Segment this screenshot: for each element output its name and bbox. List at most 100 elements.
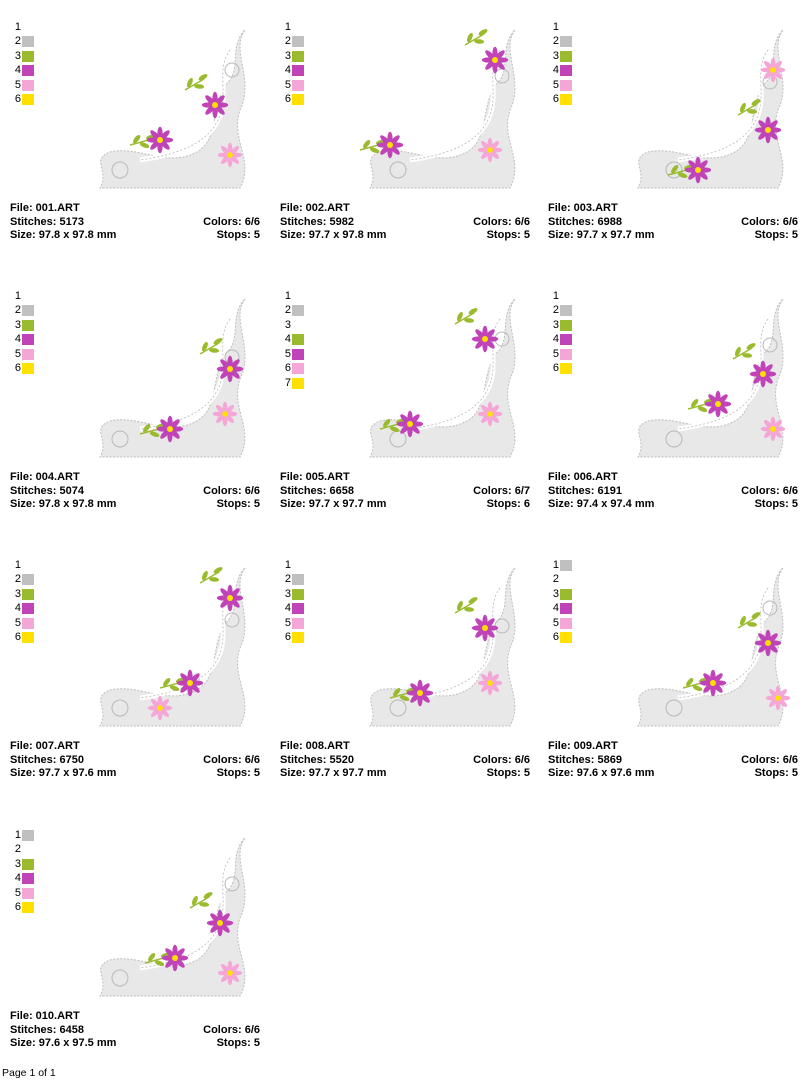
color-swatch (560, 574, 572, 586)
color-count: Colors: 6/6 (203, 1023, 260, 1036)
color-swatch-row: 5 (548, 616, 578, 631)
color-swatch-row: 2 (280, 35, 310, 50)
color-swatch-row: 3 (280, 49, 310, 64)
color-swatch-row: 4 (548, 333, 578, 348)
stitches-colors-row: Stitches: 5520 Colors: 6/6 (280, 754, 530, 768)
color-index: 1 (552, 558, 559, 571)
color-swatch (292, 79, 304, 91)
file-name: File: 003.ART (548, 202, 618, 214)
color-swatch-row: 3 (280, 318, 310, 333)
color-index: 4 (284, 64, 291, 77)
color-swatch-row: 6 (10, 901, 40, 916)
color-swatch-row: 6 (280, 362, 310, 377)
color-index: 3 (14, 587, 21, 600)
color-index: 4 (284, 602, 291, 615)
embroidery-preview-image (618, 558, 798, 733)
stitches-colors-row: Stitches: 5982 Colors: 6/6 (280, 216, 530, 230)
color-index: 5 (552, 78, 559, 91)
color-swatch-row: 4 (548, 64, 578, 79)
color-swatch (22, 559, 34, 571)
file-name: File: 007.ART (10, 740, 80, 752)
size-stops-row: Size: 97.7 x 97.6 mm Stops: 5 (10, 767, 260, 781)
stitch-count: Stitches: 6750 (10, 753, 84, 766)
color-swatch-row: 4 (548, 602, 578, 617)
color-index: 3 (284, 318, 291, 331)
color-swatch-row: 4 (10, 602, 40, 617)
stitch-count: Stitches: 6988 (548, 215, 622, 228)
stop-count: Stops: 5 (486, 229, 530, 241)
color-swatch-row: 3 (10, 318, 40, 333)
color-index: 6 (284, 93, 291, 106)
color-count: Colors: 6/6 (741, 484, 798, 497)
color-swatch-row: 3 (10, 587, 40, 602)
color-swatch (292, 363, 304, 375)
color-swatch (22, 94, 34, 106)
color-index: 6 (284, 631, 291, 644)
color-swatch (22, 50, 34, 62)
color-swatch (292, 65, 304, 77)
color-swatch-row: 1 (280, 558, 310, 573)
design-info: File: 007.ART Stitches: 6750 Colors: 6/6… (10, 740, 260, 781)
color-swatch (560, 348, 572, 360)
color-swatch-row: 2 (10, 843, 40, 858)
color-swatch-row: 3 (548, 49, 578, 64)
color-index: 5 (284, 616, 291, 629)
file-row: File: 005.ART (280, 471, 530, 485)
embroidery-preview-image (80, 558, 260, 733)
color-swatch (560, 603, 572, 615)
color-swatch-row: 2 (548, 573, 578, 588)
design-size: Size: 97.8 x 97.8 mm (10, 498, 117, 510)
embroidery-preview-image (350, 289, 530, 464)
color-count: Colors: 6/6 (203, 484, 260, 497)
color-swatch (22, 36, 34, 48)
color-swatch-row: 3 (548, 587, 578, 602)
stop-count: Stops: 5 (754, 229, 798, 241)
color-swatch (22, 290, 34, 302)
color-index: 4 (552, 602, 559, 615)
file-name: File: 006.ART (548, 471, 618, 483)
stop-count: Stops: 5 (216, 1037, 260, 1049)
color-index: 6 (284, 362, 291, 375)
embroidery-preview-image (618, 20, 798, 195)
color-swatch-row: 7 (280, 376, 310, 391)
color-index: 6 (14, 901, 21, 914)
color-count: Colors: 6/6 (741, 753, 798, 766)
embroidery-preview-image (80, 828, 260, 1003)
color-index: 4 (284, 333, 291, 346)
color-swatch (292, 617, 304, 629)
color-swatch (560, 94, 572, 106)
stitches-colors-row: Stitches: 6458 Colors: 6/6 (10, 1024, 260, 1038)
size-stops-row: Size: 97.8 x 97.8 mm Stops: 5 (10, 229, 260, 243)
color-index: 6 (14, 631, 21, 644)
color-index: 2 (14, 304, 21, 317)
file-row: File: 007.ART (10, 740, 260, 754)
color-swatch (292, 290, 304, 302)
color-swatch (292, 348, 304, 360)
embroidery-preview-image (350, 558, 530, 733)
color-swatch (22, 65, 34, 77)
color-swatch-row: 4 (10, 872, 40, 887)
stitches-colors-row: Stitches: 6191 Colors: 6/6 (548, 485, 798, 499)
color-swatch (22, 574, 34, 586)
color-index: 2 (552, 35, 559, 48)
color-swatch-row: 2 (548, 35, 578, 50)
color-index: 4 (14, 872, 21, 885)
embroidery-preview-image (618, 289, 798, 464)
design-info: File: 001.ART Stitches: 5173 Colors: 6/6… (10, 202, 260, 243)
stop-count: Stops: 5 (216, 767, 260, 779)
color-swatch (292, 574, 304, 586)
size-stops-row: Size: 97.6 x 97.6 mm Stops: 5 (548, 767, 798, 781)
color-swatch-row: 3 (10, 49, 40, 64)
color-index: 3 (552, 318, 559, 331)
color-index: 1 (14, 558, 21, 571)
color-swatch (22, 319, 34, 331)
color-index: 2 (284, 35, 291, 48)
color-index: 5 (14, 347, 21, 360)
